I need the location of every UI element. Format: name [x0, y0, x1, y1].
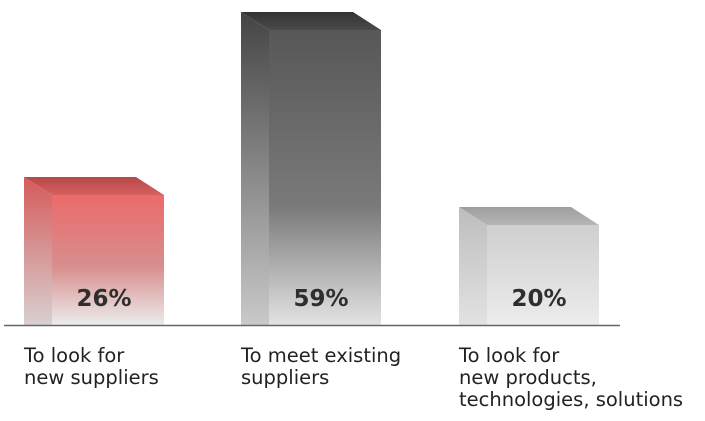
bar-3-front-face	[487, 225, 599, 325]
category-label-3-line-2: new products,	[459, 366, 597, 389]
bar-2-side-face	[241, 12, 269, 325]
bar-1-side-face	[24, 177, 52, 325]
bar-2-front-face	[269, 30, 381, 325]
bar-2	[241, 12, 381, 325]
bar-3-side-face	[459, 207, 487, 325]
category-label-2: To meet existing suppliers	[240, 344, 401, 389]
bar-1-front-face	[52, 195, 164, 325]
bar-3-top-face	[459, 207, 599, 225]
bar-1-top-face	[24, 177, 164, 195]
category-label-3-line-1: To look for	[458, 344, 560, 367]
category-label-3-line-3: technologies, solutions	[459, 388, 683, 411]
category-label-2-line-1: To meet existing	[240, 344, 401, 367]
category-label-2-line-2: suppliers	[241, 366, 329, 389]
category-label-1-line-1: To look for	[23, 344, 125, 367]
bar-2-top-face	[241, 12, 381, 30]
bar-1	[24, 177, 164, 325]
category-label-3: To look for new products, technologies, so…	[458, 344, 683, 411]
data-label-2: 59%	[293, 286, 348, 312]
category-label-1-line-2: new suppliers	[24, 366, 159, 389]
data-label-3: 20%	[511, 286, 566, 312]
bar-3	[459, 207, 599, 325]
data-label-1: 26%	[76, 286, 131, 312]
category-label-1: To look for new suppliers	[23, 344, 159, 389]
